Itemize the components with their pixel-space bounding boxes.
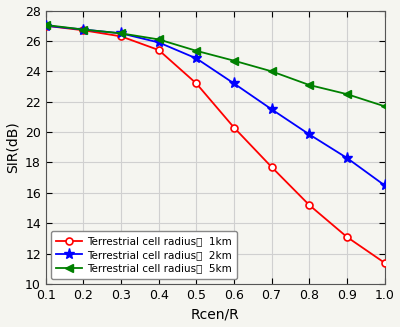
Terrestrial cell radius：  5km xyxy=(344,92,349,96)
Line: Terrestrial cell radius：  5km: Terrestrial cell radius： 5km xyxy=(42,21,389,111)
Terrestrial cell radius：  5km xyxy=(44,23,48,27)
Terrestrial cell radius：  5km xyxy=(119,31,124,35)
Line: Terrestrial cell radius：  2km: Terrestrial cell radius： 2km xyxy=(40,20,390,191)
Terrestrial cell radius：  2km xyxy=(382,183,387,187)
Terrestrial cell radius：  1km xyxy=(344,235,349,239)
Terrestrial cell radius：  2km xyxy=(156,41,161,44)
Terrestrial cell radius：  5km xyxy=(382,104,387,108)
Terrestrial cell radius：  2km xyxy=(119,31,124,35)
Terrestrial cell radius：  2km xyxy=(44,24,48,28)
Terrestrial cell radius：  5km xyxy=(269,69,274,73)
Legend: Terrestrial cell radius：  1km, Terrestrial cell radius：  2km, Terrestrial cell r: Terrestrial cell radius： 1km, Terrestria… xyxy=(51,231,238,279)
Terrestrial cell radius：  2km xyxy=(81,27,86,31)
Terrestrial cell radius：  1km xyxy=(156,48,161,52)
Terrestrial cell radius：  5km xyxy=(232,59,236,63)
Terrestrial cell radius：  2km xyxy=(269,107,274,111)
X-axis label: Rcen/R: Rcen/R xyxy=(191,307,240,321)
Y-axis label: SIR(dB): SIR(dB) xyxy=(6,121,20,173)
Terrestrial cell radius：  1km xyxy=(382,261,387,265)
Terrestrial cell radius：  1km xyxy=(307,203,312,207)
Terrestrial cell radius：  5km xyxy=(81,27,86,31)
Terrestrial cell radius：  2km xyxy=(307,132,312,136)
Terrestrial cell radius：  1km xyxy=(81,28,86,32)
Terrestrial cell radius：  1km xyxy=(194,81,199,85)
Terrestrial cell radius：  2km xyxy=(232,81,236,85)
Terrestrial cell radius：  2km xyxy=(194,57,199,60)
Terrestrial cell radius：  1km xyxy=(232,126,236,129)
Terrestrial cell radius：  5km xyxy=(156,38,161,42)
Line: Terrestrial cell radius：  1km: Terrestrial cell radius： 1km xyxy=(42,22,388,266)
Terrestrial cell radius：  5km xyxy=(194,49,199,53)
Terrestrial cell radius：  1km xyxy=(44,24,48,28)
Terrestrial cell radius：  5km xyxy=(307,83,312,87)
Terrestrial cell radius：  1km xyxy=(269,165,274,169)
Terrestrial cell radius：  2km xyxy=(344,156,349,160)
Terrestrial cell radius：  1km xyxy=(119,34,124,38)
